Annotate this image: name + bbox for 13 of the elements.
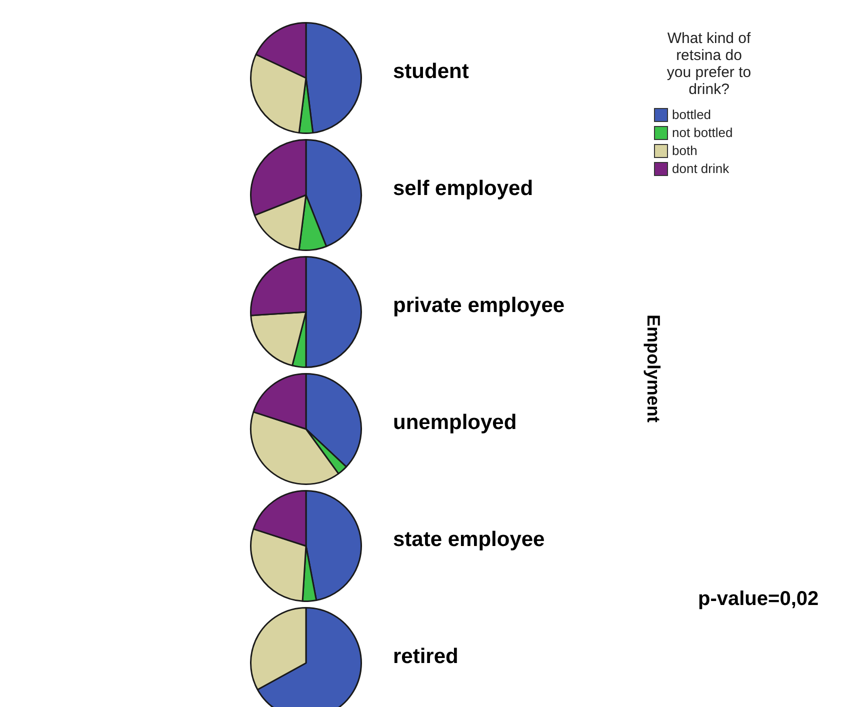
legend-label: not bottled — [672, 124, 733, 142]
text: p-value=0,02 — [698, 588, 819, 611]
legend-label: dont drink — [672, 160, 730, 178]
legend-label: both — [672, 142, 698, 160]
text: state employee — [393, 528, 545, 552]
text: private employee — [393, 294, 565, 318]
text: retired — [393, 645, 458, 669]
legend-title: What kind of retsina do you prefer to drink? — [666, 30, 752, 98]
text: Empolyment — [642, 313, 664, 425]
legend-label: bottled — [672, 106, 712, 124]
text: unemployed — [393, 411, 517, 435]
text: self employed — [393, 177, 534, 201]
text: student — [393, 60, 469, 84]
